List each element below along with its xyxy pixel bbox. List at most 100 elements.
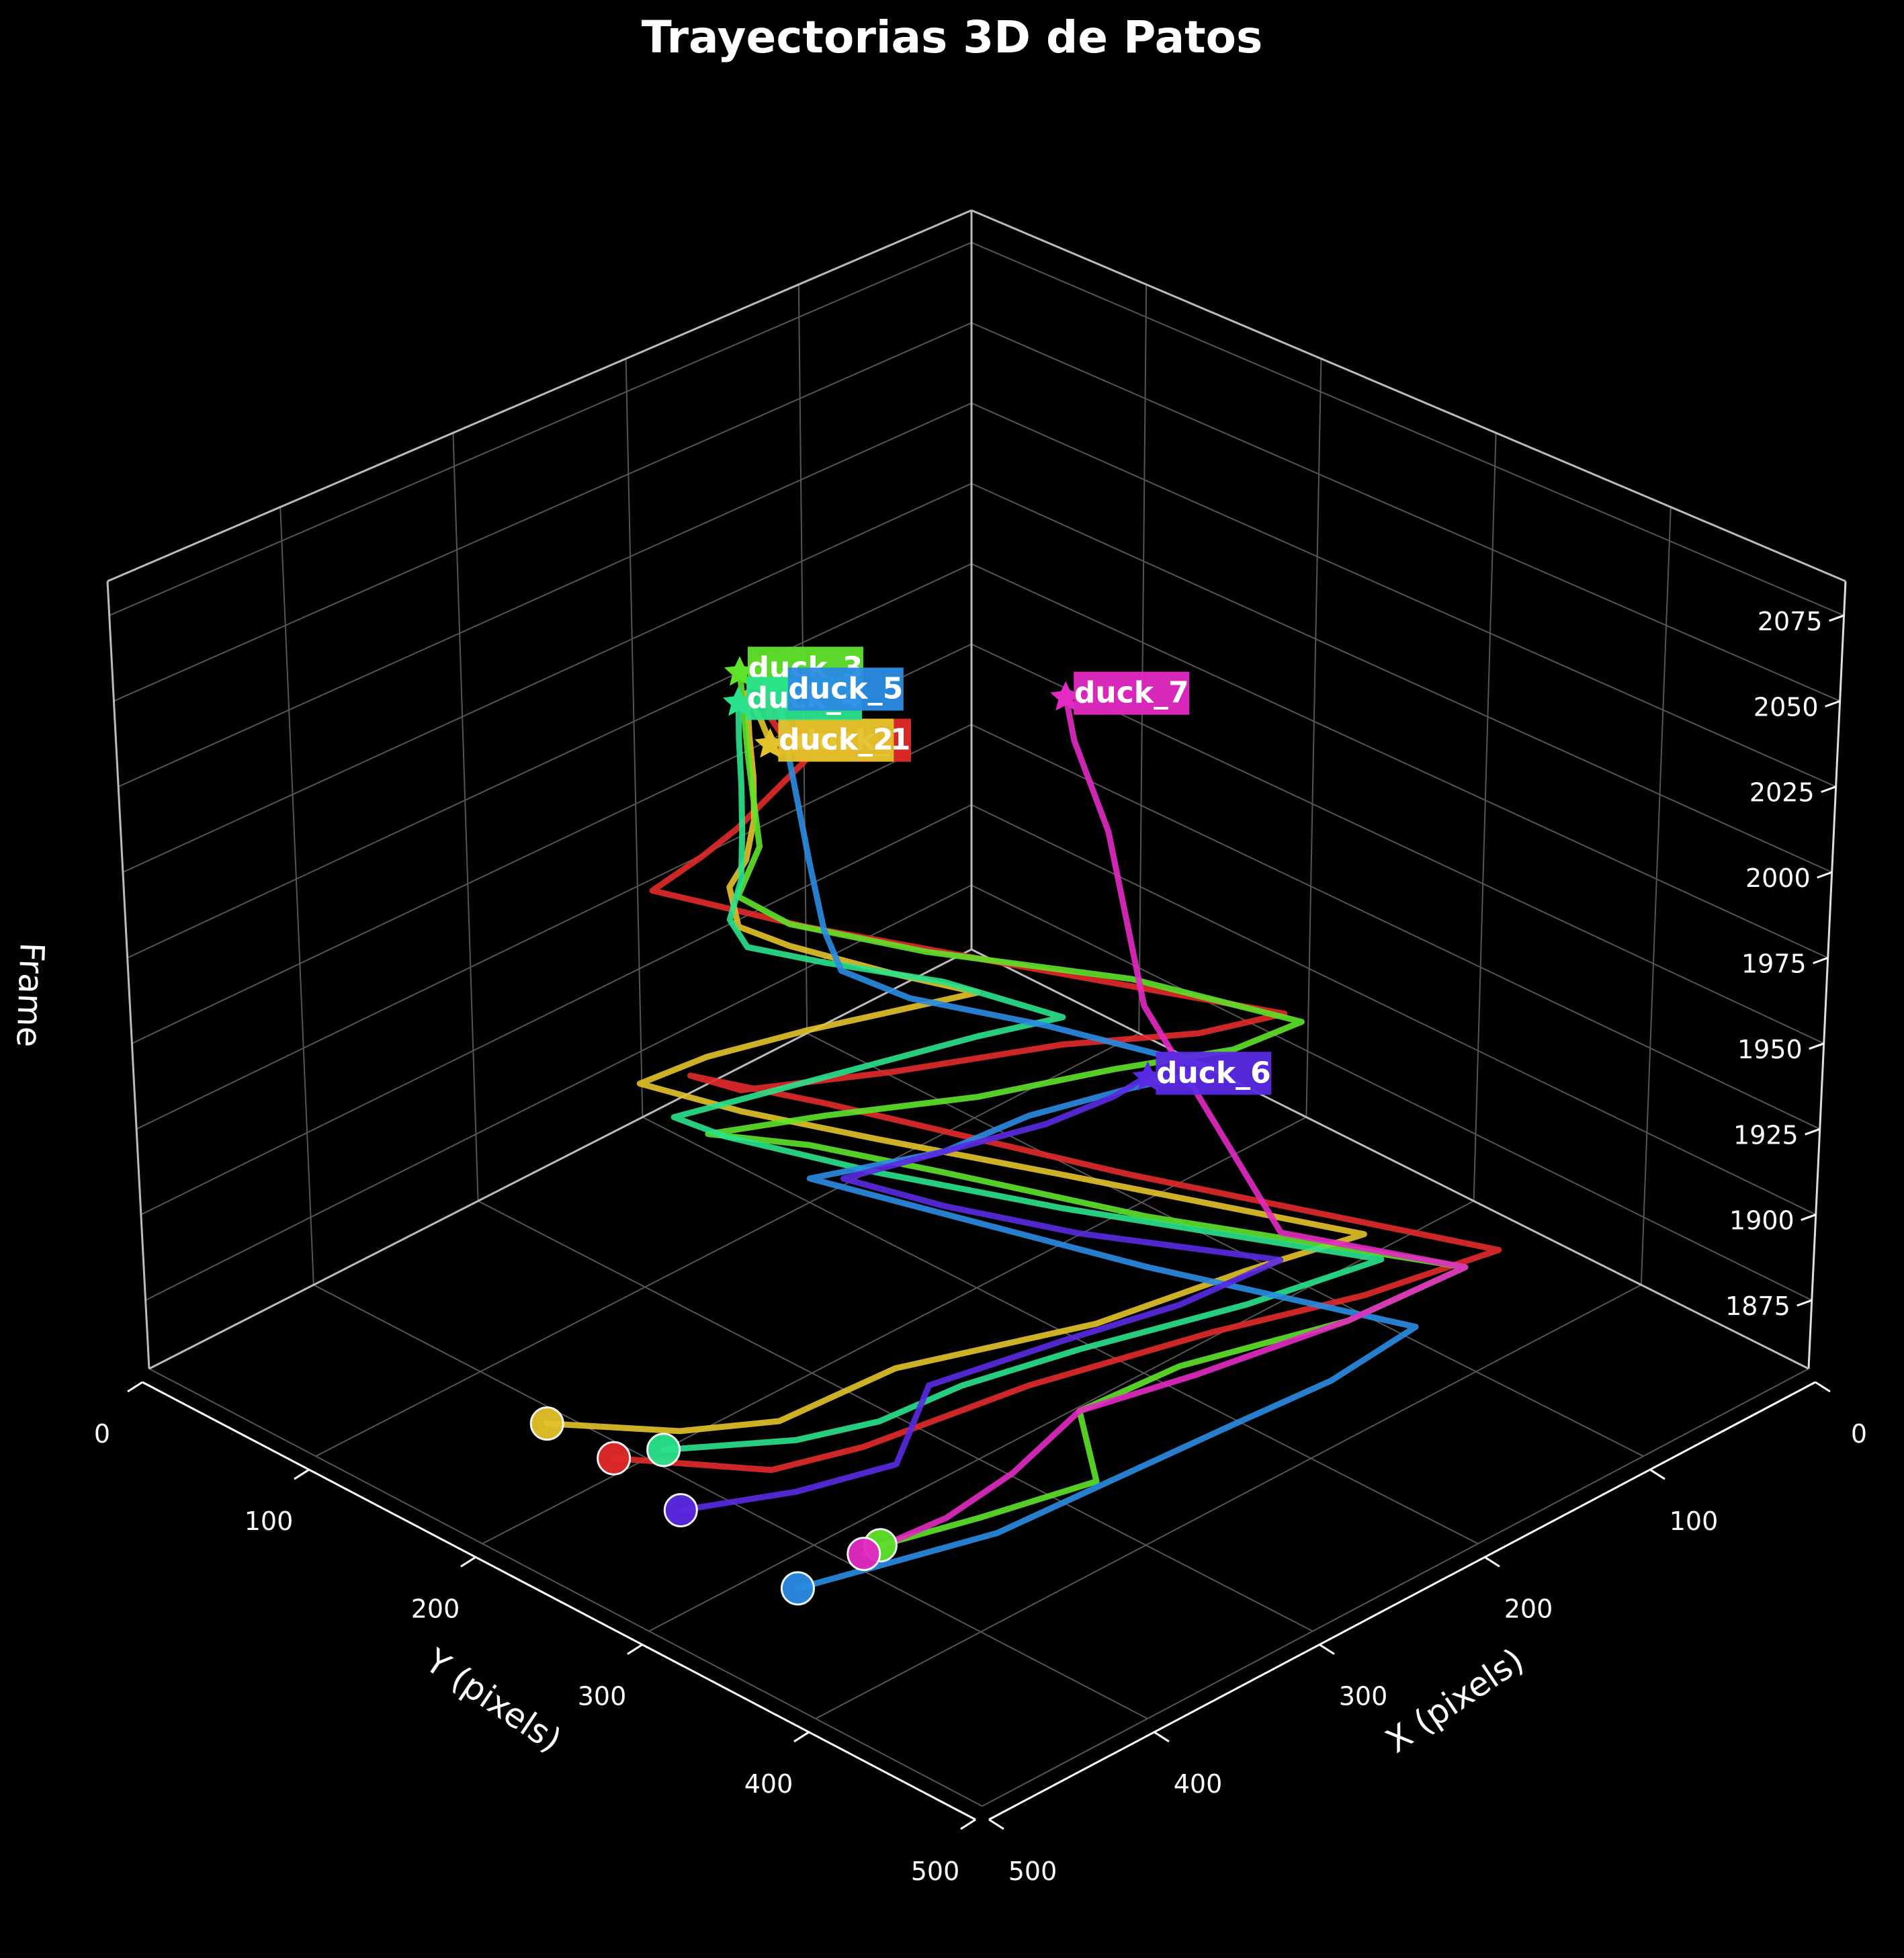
- floor-grid-y: [315, 1032, 1139, 1457]
- series-line-duck_5: [777, 689, 1419, 1592]
- x-tick-mark: [1154, 1731, 1170, 1743]
- edge-floor-right: [148, 948, 972, 1370]
- label-layer: duck_1duck_2duck_3duck_4duck_5duck_6duck…: [746, 646, 1272, 1095]
- wall-grid-x: [279, 507, 314, 1285]
- wall-grid-z: [971, 322, 1841, 702]
- x-tick-mark: [988, 1818, 1004, 1830]
- wall-grid-x: [452, 433, 479, 1201]
- end-marker-duck_2: [754, 728, 786, 758]
- start-marker-duck_1: [597, 1441, 632, 1476]
- tick-labels: 0 100 200 300 400 500 0 100 200 300 400 500 1875 1900…: [94, 607, 1867, 1886]
- series-label-duck_5: duck_5: [788, 672, 903, 706]
- y-tick-label: 200: [411, 1594, 460, 1623]
- chart-title: Trayectorias 3D de Patos: [642, 11, 1263, 63]
- z-axis-line: [1807, 581, 1847, 1369]
- wall-grid-z: [140, 804, 972, 1216]
- end-marker-duck_7: [1050, 681, 1082, 711]
- x-axis-line: [988, 1381, 1816, 1821]
- x-tick-label: 100: [1670, 1506, 1719, 1536]
- floor-grid-y: [648, 1200, 1475, 1632]
- z-tick-label: 1900: [1729, 1206, 1794, 1236]
- series-label-box-duck_6: [1156, 1052, 1272, 1095]
- wall-grid-y: [1473, 433, 1497, 1201]
- axis-lines: [106, 209, 1847, 1821]
- wall-grid-z: [136, 724, 972, 1130]
- y-axis-label: Y (pixels): [418, 1641, 568, 1760]
- series-label-duck_7: duck_7: [1074, 676, 1189, 710]
- wall-grid-y: [1305, 358, 1322, 1117]
- start-marker-duck_4: [646, 1433, 681, 1467]
- x-axis-label: X (pixels): [1379, 1641, 1530, 1761]
- end-marker-duck_4: [723, 686, 754, 716]
- z-tick-mark: [1813, 957, 1829, 964]
- y-tick-label: 0: [94, 1419, 110, 1449]
- series-layer: [544, 657, 1502, 1592]
- wall-grid-z: [114, 322, 972, 702]
- y-tick-mark: [127, 1381, 143, 1393]
- wall-grid-x: [625, 358, 644, 1117]
- x-tick-mark: [1649, 1468, 1665, 1480]
- y-tick-mark: [793, 1731, 810, 1743]
- series-line-duck_4: [660, 697, 1385, 1453]
- z-tick-label: 1950: [1737, 1035, 1803, 1064]
- z-tick-mark: [1801, 1214, 1817, 1222]
- floor-grid-y: [482, 1116, 1307, 1545]
- z-tick-label: 1875: [1725, 1291, 1790, 1321]
- series-line-duck_6: [677, 1072, 1284, 1514]
- z-tick-mark: [1829, 614, 1845, 622]
- x-tick-label: 300: [1339, 1682, 1388, 1711]
- series-label-box-duck_7: [1074, 671, 1190, 715]
- start-marker-duck_2: [529, 1406, 564, 1441]
- series-label-duck_6: duck_6: [1156, 1056, 1271, 1090]
- x-tick-label: 200: [1504, 1594, 1553, 1623]
- y-tick-mark: [960, 1818, 976, 1830]
- floor-grid-x: [148, 1368, 983, 1807]
- wall-grid-z: [971, 241, 1845, 616]
- series-line-duck_7: [861, 693, 1469, 1558]
- floor-grid-y: [815, 1284, 1642, 1719]
- y-tick-mark: [294, 1468, 310, 1480]
- y-tick-mark: [627, 1644, 643, 1655]
- y-tick-label: 500: [911, 1857, 960, 1886]
- y-tick-label: 400: [744, 1769, 793, 1799]
- y-axis-line: [142, 1381, 976, 1821]
- grid-lines: [107, 210, 1846, 1807]
- z-tick-mark: [1821, 785, 1837, 794]
- z-tick-label: 1975: [1741, 949, 1807, 979]
- wall-grid-z: [971, 563, 1829, 959]
- z-tick-label: 2025: [1749, 778, 1815, 808]
- x-tick-label: 0: [1851, 1419, 1867, 1449]
- z-tick-label: 2000: [1745, 863, 1811, 893]
- start-marker-duck_7: [847, 1537, 881, 1572]
- wall-grid-y: [1138, 284, 1148, 1033]
- edge-top-right: [107, 209, 972, 583]
- z-tick-mark: [1805, 1127, 1821, 1136]
- x-tick-mark: [1484, 1556, 1500, 1568]
- start-marker-duck_5: [780, 1571, 815, 1606]
- z-axis-label: Frame: [9, 942, 51, 1048]
- wall-grid-z: [118, 402, 972, 788]
- x-tick-mark: [1319, 1644, 1335, 1655]
- floor-grid-y: [982, 1368, 1809, 1807]
- series-label-box-duck_5: [787, 667, 904, 711]
- series-label-duck_2: duck_2: [779, 723, 894, 757]
- edge-right: [106, 581, 150, 1369]
- z-tick-mark: [1809, 1042, 1825, 1050]
- series-label-box-duck_2: [778, 718, 894, 762]
- z-tick-mark: [1797, 1299, 1813, 1307]
- x-tick-mark: [1815, 1381, 1831, 1393]
- end-marker-duck_6: [1132, 1061, 1164, 1091]
- x-tick-label: 400: [1174, 1769, 1223, 1799]
- start-marker-duck_6: [663, 1493, 698, 1528]
- z-tick-label: 2075: [1758, 607, 1823, 636]
- y-tick-label: 300: [578, 1682, 627, 1711]
- wall-grid-z: [127, 563, 972, 959]
- wall-grid-z: [971, 482, 1833, 874]
- edge-floor-left: [971, 948, 1809, 1370]
- z-tick-mark: [1817, 871, 1833, 879]
- wall-grid-z: [971, 724, 1821, 1130]
- floor-grid-x: [806, 1032, 1644, 1457]
- z-tick-label: 1925: [1733, 1120, 1799, 1150]
- wall-grid-z: [145, 884, 972, 1301]
